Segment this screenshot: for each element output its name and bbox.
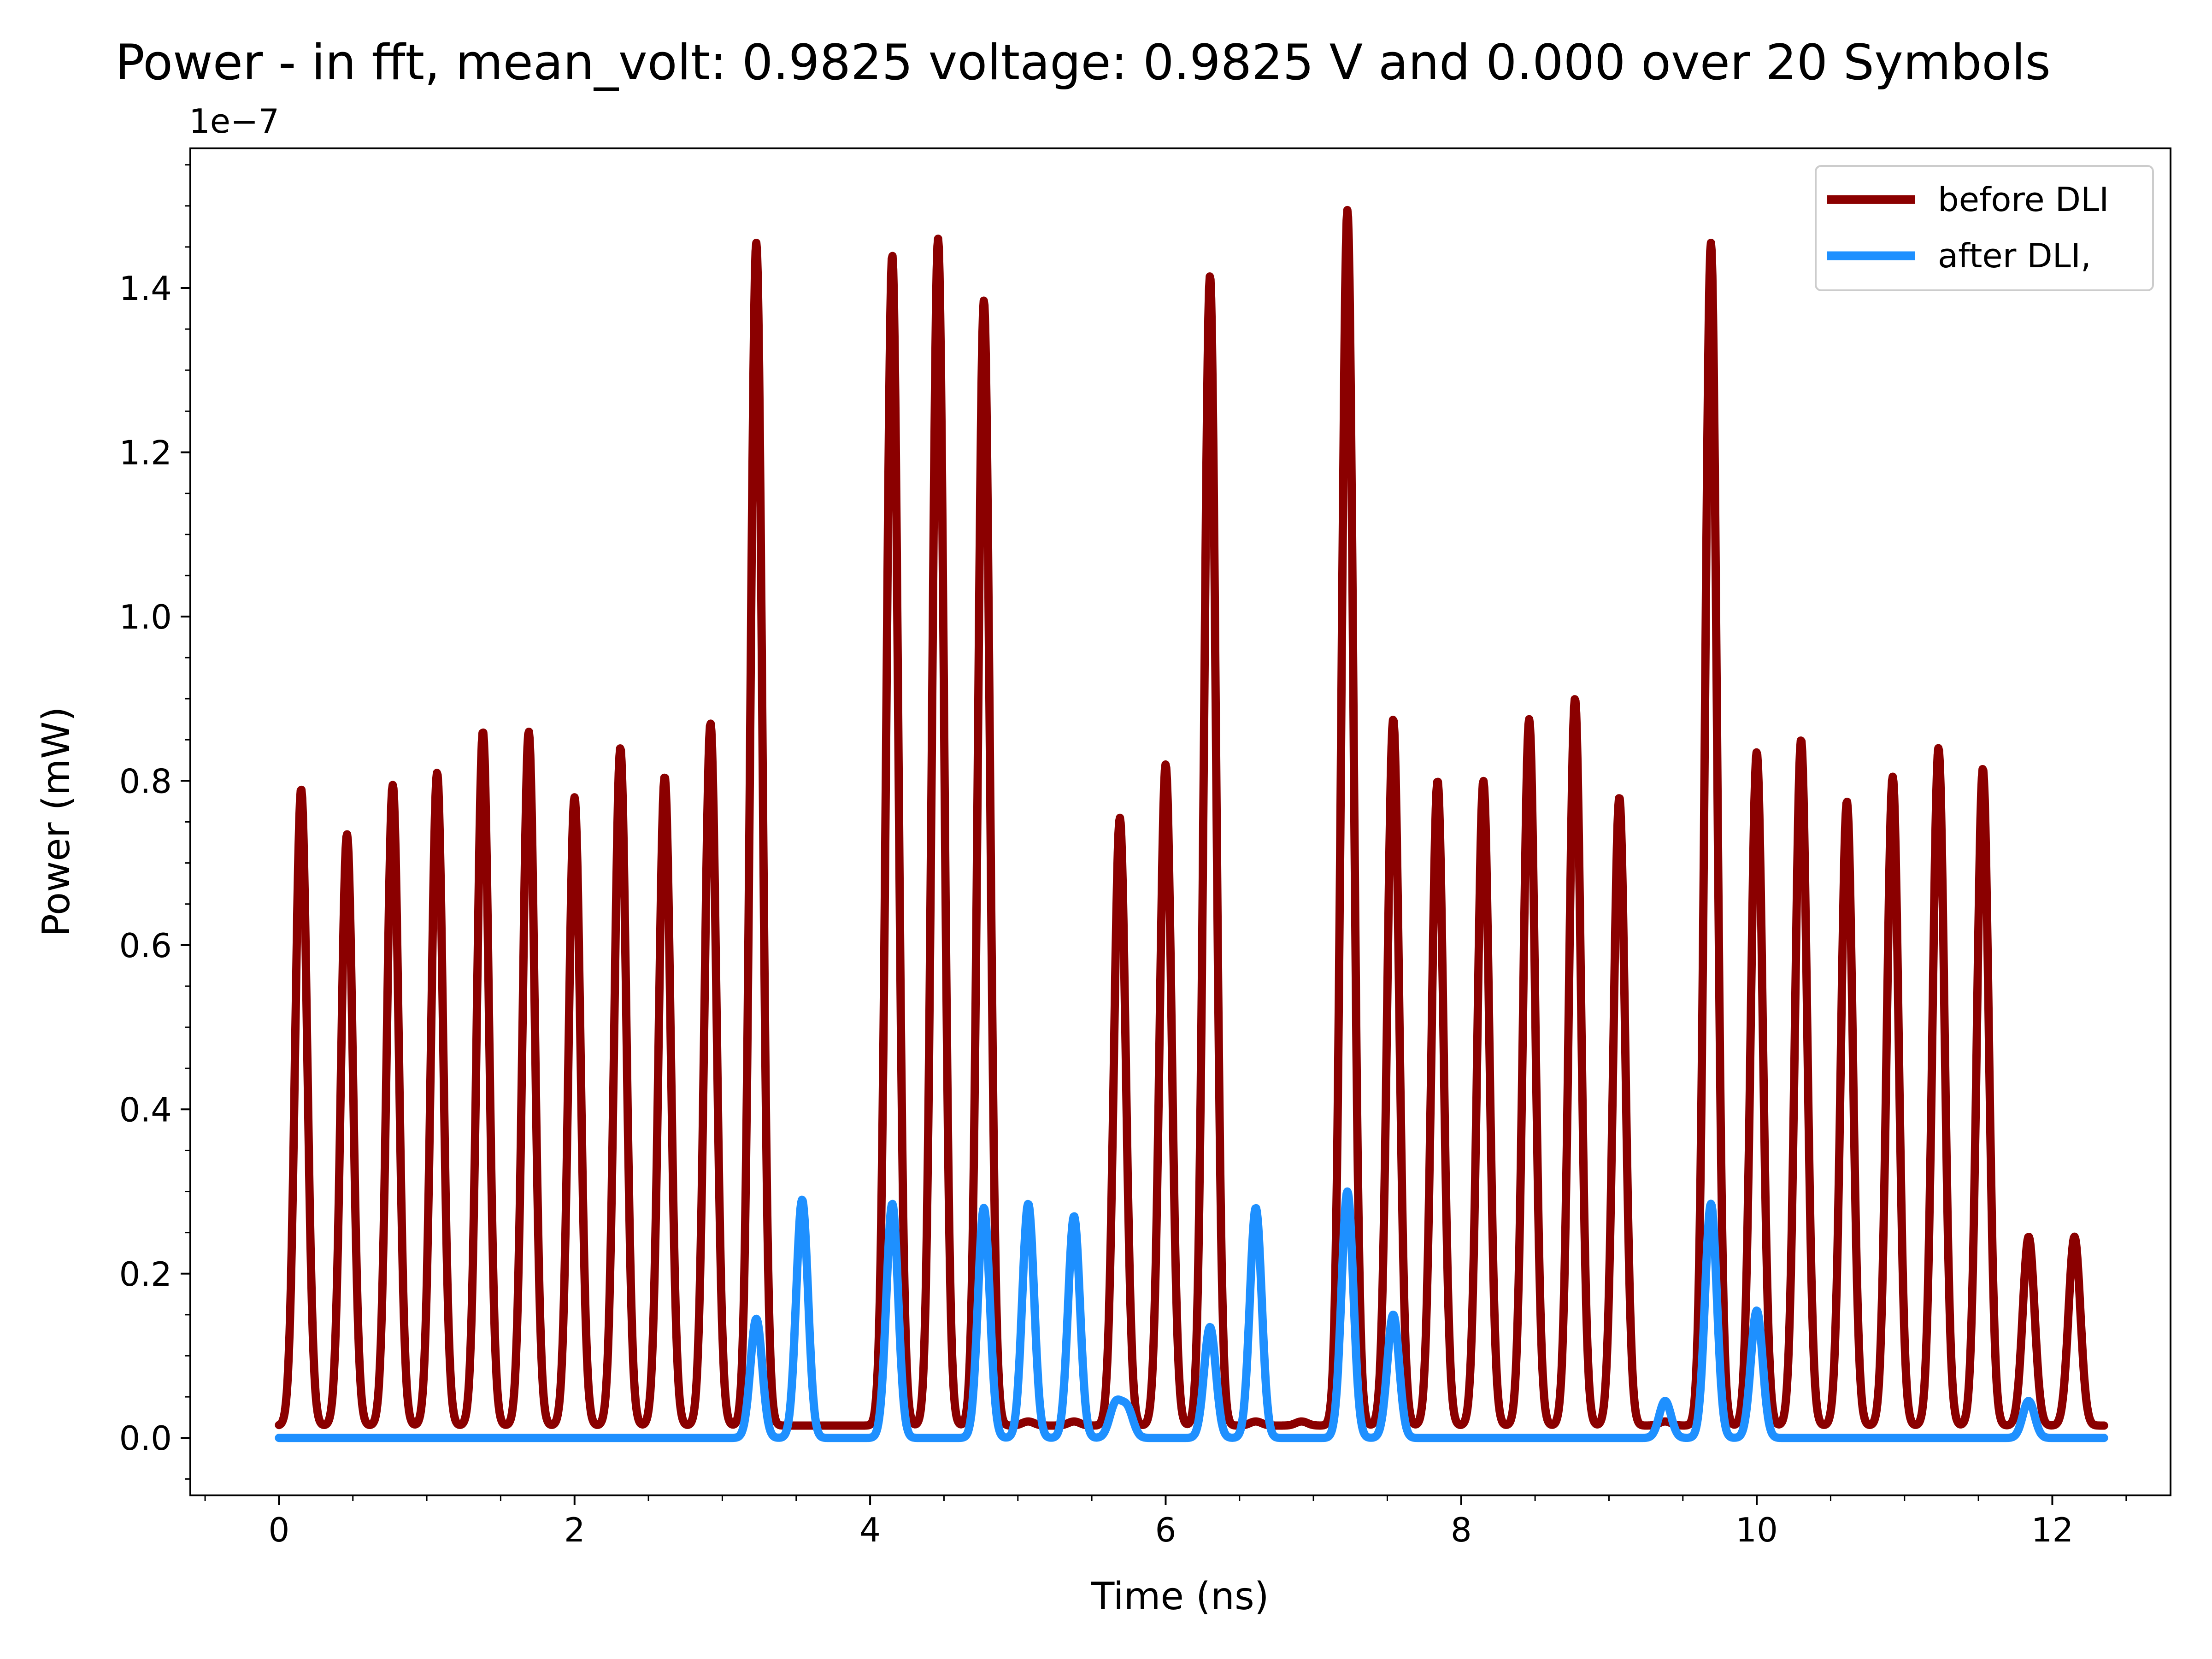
x-tick-label: 10 xyxy=(1735,1511,1778,1549)
legend: before DLI after DLI, xyxy=(1815,165,2154,291)
legend-label-after-dli: after DLI, xyxy=(1938,236,2091,275)
x-tick-label: 2 xyxy=(564,1511,585,1549)
x-tick-label: 4 xyxy=(859,1511,881,1549)
series-line-0 xyxy=(275,206,2108,1430)
x-ticks: 0 2 4 6 8 10 12 xyxy=(204,1495,2127,1549)
series-line-1 xyxy=(275,1187,2108,1442)
x-axis-label: Time (ns) xyxy=(1091,1575,1269,1618)
legend-label-before-dli: before DLI xyxy=(1938,180,2109,219)
y-tick-label: 1.2 xyxy=(119,433,172,472)
series-layer xyxy=(275,206,2108,1442)
y-tick-label: 1.4 xyxy=(119,269,172,308)
y-tick-label: 0.4 xyxy=(119,1090,172,1129)
y-tick-label: 0.8 xyxy=(119,762,172,800)
x-tick-label: 0 xyxy=(268,1511,289,1549)
y-axis-label: Power (mW) xyxy=(35,707,78,937)
x-tick-label: 8 xyxy=(1451,1511,1472,1549)
y-tick-label: 1.0 xyxy=(119,598,172,636)
y-ticks: 0.0 0.2 0.4 0.6 0.8 1.0 1.2 1.4 xyxy=(119,164,190,1480)
chart-title: Power - in fft, mean_volt: 0.9825 voltag… xyxy=(115,34,2051,91)
y-tick-label: 0.0 xyxy=(119,1419,172,1458)
x-tick-label: 12 xyxy=(2031,1511,2074,1549)
x-tick-label: 6 xyxy=(1155,1511,1177,1549)
y-offset-label: 1e−7 xyxy=(189,102,279,141)
y-tick-label: 0.6 xyxy=(119,926,172,965)
y-tick-label: 0.2 xyxy=(119,1255,172,1294)
